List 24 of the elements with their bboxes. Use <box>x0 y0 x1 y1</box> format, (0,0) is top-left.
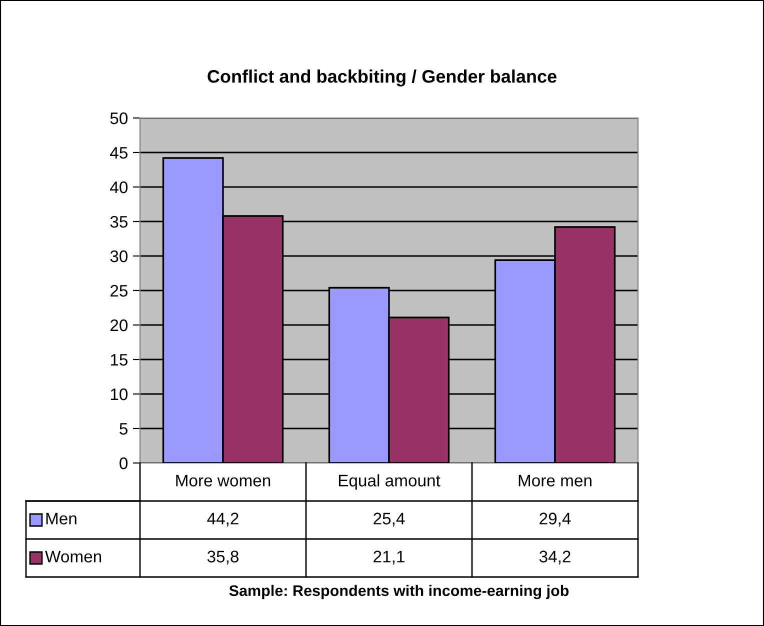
y-tick-label: 30 <box>110 250 128 262</box>
y-tick-label: 10 <box>110 388 128 400</box>
text: Sample: Respondents with income-earning job <box>229 584 569 600</box>
chart-title: Conflict and backbiting / Gender balance <box>208 70 556 86</box>
data-label: 29,4 <box>540 512 571 526</box>
y-tick-label: 5 <box>120 423 128 435</box>
legend-label: Men <box>46 512 76 524</box>
legend-label: Women <box>45 550 102 562</box>
data-label: 25,4 <box>374 512 405 526</box>
y-tick-label: 25 <box>110 284 128 297</box>
data-label: 44,2 <box>207 512 238 526</box>
y-tick-label: 45 <box>110 147 128 159</box>
y-tick-label: 40 <box>110 181 128 194</box>
x-tick-label: More women <box>176 474 270 486</box>
x-tick-label: Equal amount <box>338 474 440 490</box>
y-tick-label: 50 <box>110 112 128 124</box>
y-tick-label: 35 <box>110 216 128 228</box>
x-tick-label: More men <box>518 474 592 486</box>
data-label: 35,8 <box>207 550 238 564</box>
y-tick-label: 0 <box>120 457 128 470</box>
data-label: 21,1 <box>374 550 404 564</box>
y-tick-label: 20 <box>110 319 128 332</box>
y-tick-label: 15 <box>110 354 128 366</box>
data-label: 34,2 <box>539 550 570 564</box>
